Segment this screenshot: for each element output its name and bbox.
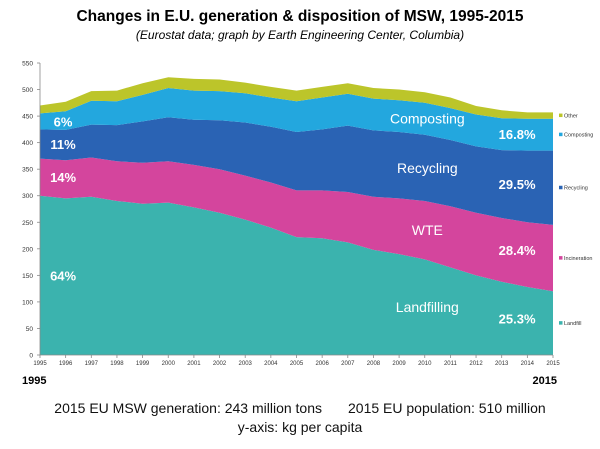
legend-swatch bbox=[559, 113, 563, 118]
yaxis-note: y-axis: kg per capita bbox=[237, 419, 363, 435]
legend-label-other: Other bbox=[564, 113, 578, 119]
x-start-year-label: 1995 bbox=[22, 375, 46, 387]
legend-swatch bbox=[559, 185, 563, 190]
x-tick-label: 1996 bbox=[59, 361, 73, 367]
x-tick-label: 2015 bbox=[546, 361, 560, 367]
area-label-composting: Composting bbox=[390, 111, 465, 127]
area-label-incineration: WTE bbox=[412, 222, 443, 238]
area-landfill bbox=[40, 195, 553, 355]
generation-note: 2015 EU MSW generation: 243 million tons bbox=[54, 400, 322, 416]
y-tick-label: 0 bbox=[29, 353, 33, 360]
x-tick-label: 2004 bbox=[264, 361, 278, 367]
x-tick-label: 2007 bbox=[341, 361, 355, 367]
x-tick-label: 2010 bbox=[418, 361, 432, 367]
x-tick-label: 1999 bbox=[136, 361, 150, 367]
y-tick-label: 100 bbox=[22, 299, 33, 306]
area-incineration bbox=[40, 157, 553, 292]
area-label-landfill: Landfilling bbox=[396, 299, 459, 315]
x-tick-label: 2006 bbox=[315, 361, 329, 367]
footer-line-1: 2015 EU MSW generation: 243 million tons… bbox=[0, 400, 600, 416]
y-tick-label: 200 bbox=[22, 246, 33, 253]
y-tick-label: 500 bbox=[22, 87, 33, 94]
x-tick-label: 2003 bbox=[239, 361, 253, 367]
y-tick-label: 250 bbox=[22, 220, 33, 227]
end-percent-composting: 16.8% bbox=[499, 127, 536, 142]
start-percent-composting: 6% bbox=[54, 114, 73, 129]
y-tick-label: 400 bbox=[22, 140, 33, 147]
area-recycling bbox=[40, 117, 553, 225]
chart-title: Changes in E.U. generation & disposition… bbox=[76, 8, 524, 25]
x-tick-label: 2011 bbox=[444, 361, 458, 367]
y-tick-label: 300 bbox=[22, 193, 33, 200]
end-percent-landfill: 25.3% bbox=[499, 311, 536, 326]
x-tick-label: 2008 bbox=[367, 361, 381, 367]
end-percent-recycling: 29.5% bbox=[499, 177, 536, 192]
x-tick-label: 2012 bbox=[469, 361, 483, 367]
chart-subtitle: (Eurostat data; graph by Earth Engineeri… bbox=[135, 28, 465, 42]
y-tick-label: 350 bbox=[22, 167, 33, 174]
y-tick-label: 550 bbox=[22, 61, 33, 68]
x-tick-label: 2013 bbox=[495, 361, 509, 367]
start-percent-incineration: 14% bbox=[50, 170, 76, 185]
x-tick-label: 2002 bbox=[213, 361, 227, 367]
x-tick-label: 2014 bbox=[521, 361, 535, 367]
y-tick-label: 50 bbox=[26, 326, 34, 333]
x-tick-label: 1997 bbox=[85, 361, 99, 367]
legend-swatch bbox=[559, 321, 563, 325]
start-percent-recycling: 11% bbox=[50, 137, 76, 152]
population-note: 2015 EU population: 510 million bbox=[348, 400, 546, 416]
legend-label-recycling: Recycling bbox=[564, 186, 588, 192]
x-tick-label: 2000 bbox=[162, 361, 176, 367]
start-percent-landfill: 64% bbox=[50, 268, 76, 283]
y-tick-label: 150 bbox=[22, 273, 33, 280]
x-tick-label: 2001 bbox=[187, 361, 201, 367]
x-end-year-label: 2015 bbox=[533, 375, 557, 387]
area-composting bbox=[40, 88, 553, 151]
x-tick-label: 2005 bbox=[290, 361, 304, 367]
x-tick-label: 1995 bbox=[33, 361, 47, 367]
x-tick-label: 1998 bbox=[110, 361, 124, 367]
legend-swatch bbox=[559, 256, 563, 260]
legend-label-incineration: Incineration bbox=[564, 256, 592, 262]
legend-label-composting: Composting bbox=[564, 132, 593, 138]
legend-label-landfill: Landfill bbox=[564, 321, 581, 327]
legend-swatch bbox=[559, 132, 563, 137]
end-percent-incineration: 28.4% bbox=[499, 243, 536, 258]
area-other bbox=[40, 77, 553, 119]
x-tick-label: 2009 bbox=[392, 361, 406, 367]
area-label-recycling: Recycling bbox=[397, 160, 458, 176]
y-tick-label: 450 bbox=[22, 114, 33, 121]
